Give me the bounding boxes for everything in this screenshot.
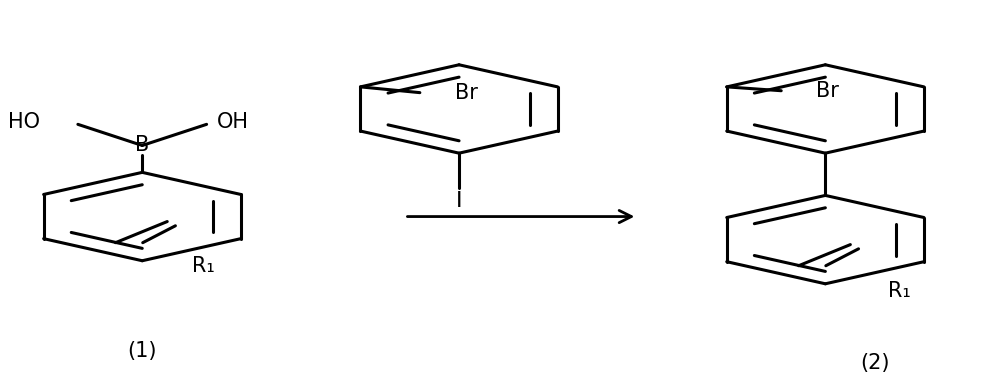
- Text: (2): (2): [860, 353, 890, 373]
- Text: Br: Br: [455, 83, 477, 103]
- Text: R₁: R₁: [888, 281, 911, 301]
- Text: B: B: [135, 135, 149, 156]
- Text: R₁: R₁: [192, 255, 215, 276]
- Text: OH: OH: [216, 112, 248, 132]
- Text: I: I: [456, 191, 462, 211]
- Text: Br: Br: [816, 81, 839, 101]
- Text: (1): (1): [127, 341, 157, 361]
- Text: HO: HO: [8, 112, 40, 132]
